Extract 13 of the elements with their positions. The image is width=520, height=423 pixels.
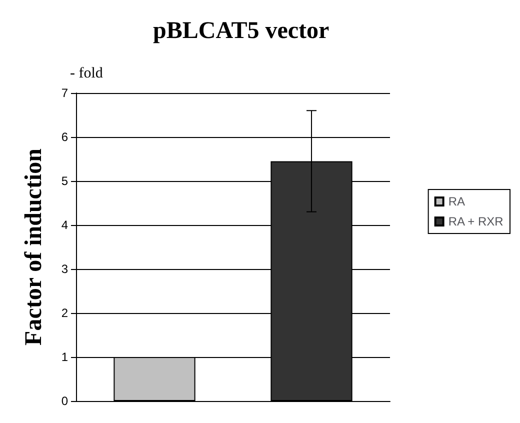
y-axis-title: Factor of induction (21, 148, 47, 346)
y-tick-label: 0 (61, 394, 68, 408)
y-tick-label: 3 (61, 262, 68, 276)
y-tick-label: 5 (61, 174, 68, 188)
legend-label: RA (448, 194, 465, 208)
legend-label: RA + RXR (448, 214, 504, 228)
y-tick-label: 6 (61, 130, 68, 144)
y-tick-label: 2 (61, 306, 68, 320)
y-tick-label: 7 (61, 86, 68, 100)
y-tick-label: 4 (61, 218, 68, 232)
chart-title: pBLCAT5 vector (153, 18, 330, 44)
y-tick-label: 1 (61, 350, 68, 364)
text: - fold (70, 66, 104, 82)
